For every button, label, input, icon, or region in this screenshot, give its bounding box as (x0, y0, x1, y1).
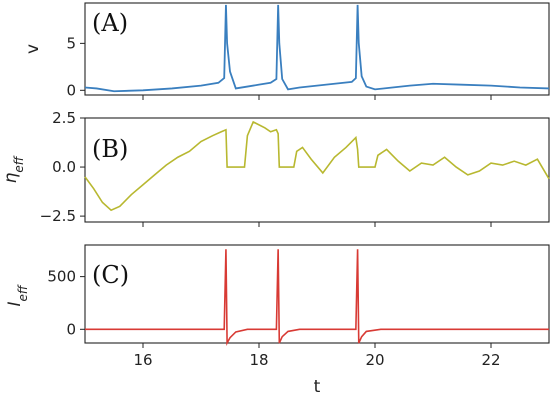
panel-a-series-line (84, 4, 550, 93)
panel-b-ytick-label: 2.5 (52, 109, 76, 127)
panel-c-xtick-label: 20 (365, 351, 384, 369)
panel-b: (B) −2.5 0.0 2.5 ηeff (1, 109, 550, 227)
panel-b-frame (84, 117, 550, 223)
panel-a-label: (A) (92, 9, 128, 37)
panel-c-ticks: 0 500 (47, 268, 492, 348)
panel-c-ylabel: Ieff (5, 284, 30, 306)
panel-c: (C) 0 500 Ieff 16 18 20 22 t (5, 244, 550, 397)
panel-c-xtick-label: 22 (481, 351, 500, 369)
panel-a-ytick-label: 0 (66, 81, 76, 99)
panel-b-ylabel: ηeff (1, 155, 26, 183)
panel-b-ytick-label: 0.0 (52, 158, 76, 176)
panel-c-ytick-label: 0 (66, 320, 76, 338)
panel-b-label: (B) (92, 135, 128, 163)
panel-a-ylabel: v (23, 44, 43, 54)
panel-c-series-line (85, 249, 549, 347)
panel-c-xticks: 16 18 20 22 (133, 351, 500, 369)
panel-b-ylabel-subscript: eff (12, 155, 26, 172)
panel-a-ticks: 05 (66, 34, 492, 100)
panel-c-xlabel: t (314, 377, 321, 397)
panel-c-frame (84, 244, 550, 344)
panel-c-xtick-label: 18 (249, 351, 268, 369)
panel-b-series-line (84, 120, 550, 212)
panel-c-ylabel-subscript: eff (16, 284, 30, 301)
panel-a-frame (84, 2, 550, 96)
panel-a-ytick-label: 5 (66, 34, 76, 52)
panel-a: (A) 05 v (23, 2, 550, 100)
panel-b-ticks: −2.5 0.0 2.5 (40, 109, 492, 227)
panel-c-ytick-label: 500 (47, 268, 76, 286)
panel-c-xtick-label: 16 (133, 351, 152, 369)
panel-c-label: (C) (92, 261, 129, 289)
panel-b-ytick-label: −2.5 (40, 207, 76, 225)
